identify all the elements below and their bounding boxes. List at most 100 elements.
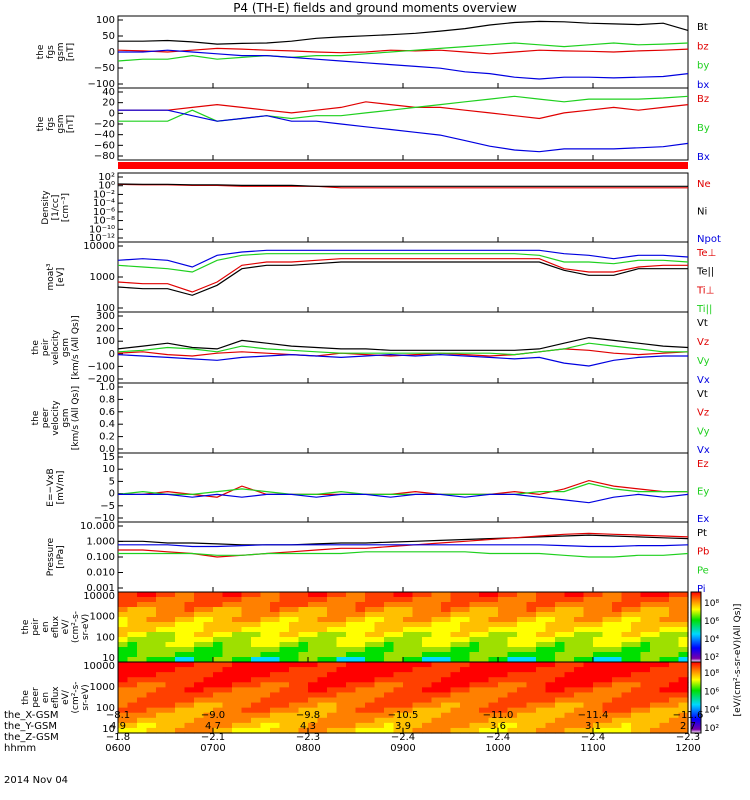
y-tick-label: 0.010 xyxy=(86,568,115,579)
spectrogram-cell xyxy=(298,602,309,608)
spectrogram-cell xyxy=(251,682,262,688)
spectrogram-cell xyxy=(298,642,309,648)
spectrogram-cell xyxy=(384,697,395,704)
spectrogram-cell xyxy=(336,702,347,709)
spectrogram-cell xyxy=(488,662,499,668)
spectrogram-cell xyxy=(526,682,537,688)
spectrogram-cell xyxy=(469,712,480,719)
spectrogram-cell xyxy=(317,652,328,658)
spectrogram-cell xyxy=(650,677,661,683)
spectrogram-cell xyxy=(460,602,471,608)
spectrogram-cell xyxy=(203,722,214,729)
spectrogram-cell xyxy=(118,652,129,658)
legend-entry: Pb xyxy=(697,547,709,558)
y-axis-label: the xyxy=(36,116,46,131)
spectrogram-cell xyxy=(479,672,490,678)
spectrogram-cell xyxy=(165,637,176,643)
series-line-Bx xyxy=(118,109,689,153)
spectrogram-cell xyxy=(165,712,176,719)
spectrogram-cell xyxy=(156,602,167,608)
spectrogram-cell xyxy=(374,712,385,719)
spectrogram-cell xyxy=(137,687,148,694)
spectrogram-cell xyxy=(127,597,138,603)
spectrogram-cell xyxy=(526,692,537,699)
spectrogram-cell xyxy=(298,722,309,729)
spectrogram-cell xyxy=(127,612,138,618)
spectrogram-cell xyxy=(659,727,670,734)
spectrogram-cell xyxy=(232,707,243,714)
spectrogram-cell xyxy=(118,597,129,603)
colorbar xyxy=(690,591,702,663)
spectrogram-cell xyxy=(365,707,376,714)
spectrogram-cell xyxy=(346,592,357,598)
spectrogram-cell xyxy=(621,712,632,719)
spectrogram-cell xyxy=(507,672,518,678)
spectrogram-cell xyxy=(507,657,518,663)
spectrogram-cell xyxy=(346,607,357,613)
spectrogram-cell xyxy=(393,697,404,704)
spectrogram-cell xyxy=(536,687,547,694)
spectrogram-cell xyxy=(669,617,680,623)
spectrogram-cell xyxy=(165,657,176,663)
spectrogram-cell xyxy=(507,647,518,653)
spectrogram-cell xyxy=(602,697,613,704)
spectrogram-cell xyxy=(232,622,243,628)
spectrogram-cell xyxy=(232,702,243,709)
date-label: 2014 Nov 04 xyxy=(4,775,69,786)
spectrogram-cell xyxy=(260,672,271,678)
series-line-Bz xyxy=(118,101,689,120)
spectrogram-cell xyxy=(165,612,176,618)
spectrogram-cell xyxy=(146,677,157,683)
spectrogram-cell xyxy=(298,692,309,699)
spectrogram-cell xyxy=(175,662,186,668)
spectrogram-cell xyxy=(602,712,613,719)
spectrogram-cell xyxy=(583,702,594,709)
spectrogram-cell xyxy=(678,727,689,734)
spectrogram-cell xyxy=(631,687,642,694)
spectrogram-cell xyxy=(555,602,566,608)
y-tick-label: 0.100 xyxy=(86,552,115,563)
spectrogram-cell xyxy=(678,697,689,704)
spectrogram-cell xyxy=(156,657,167,663)
spectrogram-cell xyxy=(384,667,395,673)
spectrogram-cell xyxy=(127,622,138,628)
spectrogram-cell xyxy=(251,632,262,638)
spectrogram-cell xyxy=(450,652,461,658)
spectrogram-cell xyxy=(270,607,281,613)
spectrogram-cell xyxy=(165,687,176,694)
legend-entry: Vy xyxy=(697,426,710,437)
spectrogram-cell xyxy=(279,662,290,668)
spectrogram-cell xyxy=(308,627,319,633)
spectrogram-cell xyxy=(678,652,689,658)
spectrogram-cell xyxy=(602,672,613,678)
spectrogram-cell xyxy=(659,627,670,633)
ephemeris-value: −2.4 xyxy=(485,732,511,743)
spectrogram-cell xyxy=(574,612,585,618)
spectrogram-cell xyxy=(374,652,385,658)
spectrogram-cell xyxy=(232,717,243,724)
series-line-Te⊥ xyxy=(117,258,688,293)
spectrogram-cell xyxy=(507,687,518,694)
spectrogram-cell xyxy=(441,657,452,663)
spectrogram-cell xyxy=(555,612,566,618)
legend-entry: Ne xyxy=(697,179,711,190)
spectrogram-cell xyxy=(289,607,300,613)
spectrogram-cell xyxy=(631,722,642,729)
spectrogram-cell xyxy=(175,702,186,709)
spectrogram-cell xyxy=(441,597,452,603)
spectrogram-cell xyxy=(517,662,528,668)
y-tick-label: −10 xyxy=(94,513,115,524)
spectrogram-cell xyxy=(422,632,433,638)
spectrogram-cell xyxy=(346,622,357,628)
spectrogram-cell xyxy=(213,722,224,729)
spectrogram-cell xyxy=(298,712,309,719)
spectrogram-cell xyxy=(146,657,157,663)
spectrogram-cell xyxy=(650,667,661,673)
spectrogram-cell xyxy=(251,612,262,618)
spectrogram-cell xyxy=(536,597,547,603)
spectrogram-cell xyxy=(678,602,689,608)
spectrogram-cell xyxy=(374,642,385,648)
spectrogram-cell xyxy=(460,607,471,613)
spectrogram-cell xyxy=(393,607,404,613)
y-axis-label: eflux xyxy=(51,615,61,638)
